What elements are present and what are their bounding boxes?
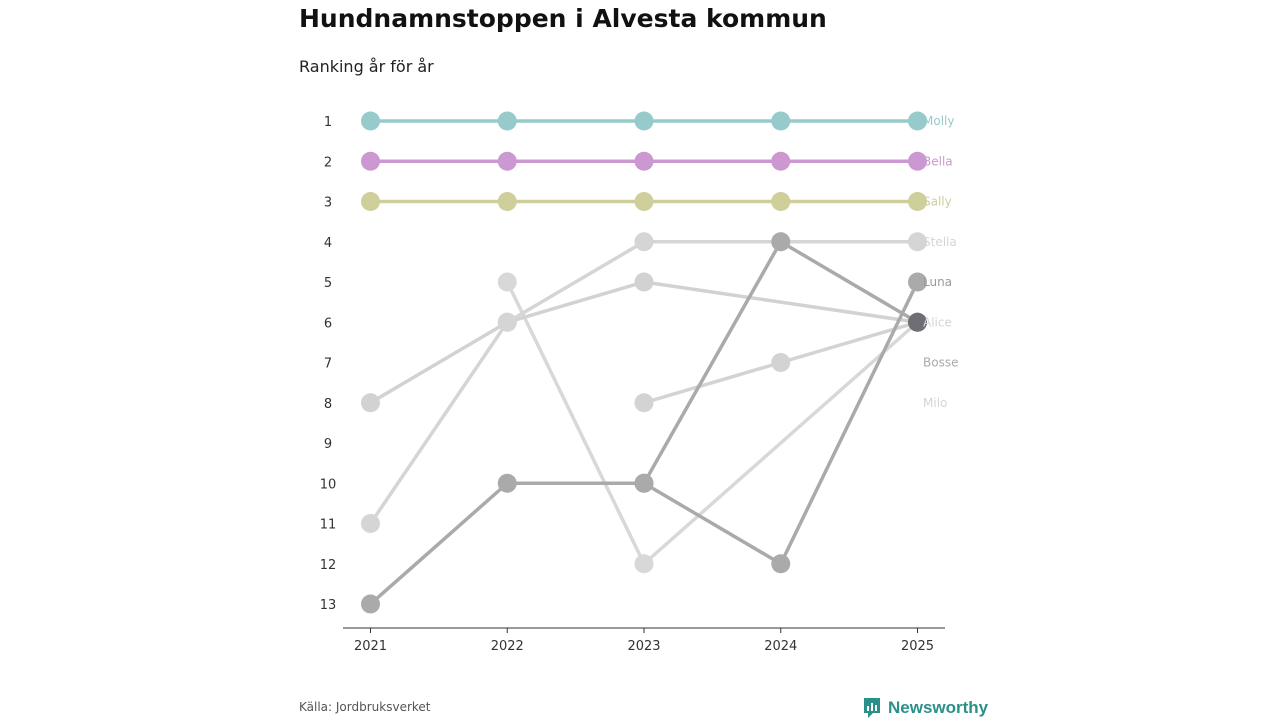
x-tick-label: 2022 [491, 639, 524, 654]
point-molly[interactable] [497, 111, 517, 131]
point-milo[interactable] [497, 272, 517, 292]
point-stella[interactable] [361, 514, 380, 533]
point-alice[interactable] [908, 312, 927, 332]
y-tick-label: 7 [324, 357, 332, 372]
point-luna[interactable] [771, 232, 791, 252]
point-molly[interactable] [908, 111, 927, 131]
series-label-bella: Bella [923, 154, 953, 168]
series-label-bosse: Bosse [923, 356, 958, 370]
series-label-stella: Stella [923, 235, 957, 249]
point-luna[interactable] [771, 554, 791, 574]
point-bosse[interactable] [634, 393, 654, 413]
point-stella[interactable] [634, 232, 654, 252]
brand-name: Newsworthy [888, 698, 989, 717]
y-tick-label: 6 [324, 316, 332, 331]
point-sally[interactable] [771, 192, 791, 211]
point-molly[interactable] [634, 111, 654, 131]
point-milo[interactable] [634, 554, 654, 574]
y-tick-label: 2 [324, 155, 332, 170]
point-sally[interactable] [497, 192, 517, 211]
point-luna[interactable] [634, 473, 654, 493]
series-label-milo: Milo [923, 396, 947, 410]
chart-subtitle: Ranking år för år [299, 57, 434, 76]
series-label-alice: Alice [923, 315, 952, 329]
x-axis-ticks: 2021 2022 2023 2024 2025 [354, 628, 934, 654]
series-line-alice [368, 280, 920, 405]
point-sally[interactable] [361, 192, 380, 211]
x-tick-label: 2025 [901, 639, 934, 654]
point-bella[interactable] [771, 151, 791, 171]
y-tick-label: 9 [324, 437, 332, 452]
point-bella[interactable] [361, 151, 380, 171]
series-label-molly: Molly [923, 114, 954, 128]
series-points [361, 111, 927, 614]
point-bella[interactable] [634, 151, 654, 171]
x-tick-label: 2023 [627, 639, 660, 654]
source-note: Källa: Jordbruksverket [299, 700, 431, 714]
y-tick-label: 12 [320, 558, 337, 573]
series-label-luna: Luna [923, 275, 952, 289]
brand-logo[interactable]: Newsworthy [862, 696, 988, 720]
point-alice[interactable] [361, 393, 380, 413]
point-sally[interactable] [908, 192, 927, 211]
newsworthy-logo-icon [864, 698, 880, 718]
point-luna[interactable] [361, 594, 380, 614]
point-bosse[interactable] [771, 353, 791, 372]
x-tick-label: 2021 [354, 639, 387, 654]
point-molly[interactable] [361, 111, 380, 131]
point-luna[interactable] [908, 272, 927, 292]
series-label-sally: Sally [923, 195, 952, 209]
y-tick-label: 1 [324, 115, 332, 130]
y-tick-label: 10 [320, 477, 337, 492]
y-tick-label: 4 [324, 236, 332, 251]
y-tick-label: 11 [320, 518, 337, 533]
point-sally[interactable] [634, 192, 654, 211]
point-stella[interactable] [908, 232, 927, 252]
y-tick-label: 8 [324, 397, 332, 412]
y-tick-label: 13 [320, 598, 337, 613]
point-molly[interactable] [771, 111, 791, 131]
point-bella[interactable] [908, 151, 927, 171]
y-tick-label: 5 [324, 276, 332, 291]
x-tick-label: 2024 [764, 639, 797, 654]
point-alice[interactable] [634, 272, 654, 292]
point-stella[interactable] [497, 312, 517, 332]
point-bella[interactable] [497, 151, 517, 171]
series-labels: Molly Bella Sally Stella Luna Alice Bosse Milo [923, 114, 958, 410]
y-tick-label: 3 [324, 196, 332, 211]
point-luna[interactable] [497, 473, 517, 493]
chart-title: Hundnamnstoppen i Alvesta kommun [299, 4, 827, 33]
